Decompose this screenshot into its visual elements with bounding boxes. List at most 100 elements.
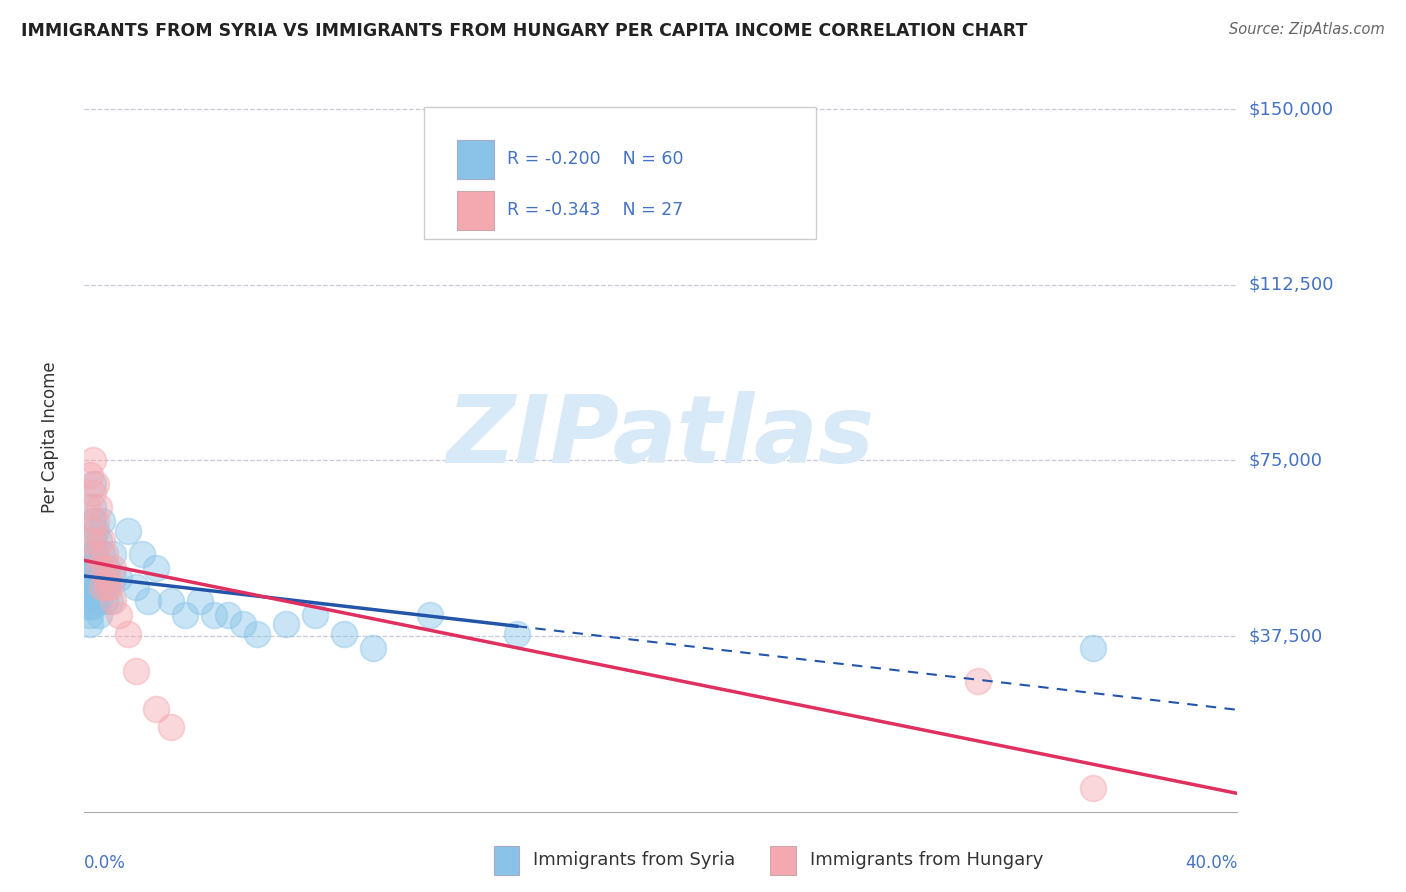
Point <box>117 524 139 538</box>
Point <box>117 626 139 640</box>
Point <box>136 594 159 608</box>
Text: $75,000: $75,000 <box>1249 451 1323 469</box>
Point <box>84 514 107 528</box>
Text: 40.0%: 40.0% <box>1185 854 1237 871</box>
Point <box>76 599 98 613</box>
Point <box>96 561 118 575</box>
Point <box>160 721 183 735</box>
Text: $150,000: $150,000 <box>1249 100 1334 119</box>
Text: ZIPatlas: ZIPatlas <box>447 391 875 483</box>
Point <box>79 571 101 585</box>
Point <box>304 608 326 623</box>
Point <box>79 467 101 482</box>
Point <box>76 571 98 585</box>
Point <box>125 664 148 679</box>
Point <box>967 673 990 688</box>
Point <box>84 524 107 538</box>
Text: $112,500: $112,500 <box>1249 276 1334 293</box>
Point <box>87 533 110 547</box>
Point <box>82 599 104 613</box>
Point <box>145 701 167 715</box>
Text: 0.0%: 0.0% <box>84 854 127 871</box>
Point <box>87 608 110 623</box>
Point <box>108 608 131 623</box>
Point <box>98 580 121 594</box>
Point <box>82 486 104 500</box>
Point <box>79 547 101 561</box>
Point <box>79 608 101 623</box>
Point <box>361 640 384 655</box>
Point <box>145 561 167 575</box>
Point <box>82 524 104 538</box>
Point <box>82 571 104 585</box>
Text: $37,500: $37,500 <box>1249 627 1323 645</box>
Point <box>333 626 356 640</box>
Point <box>79 584 101 599</box>
Point <box>160 594 183 608</box>
Point <box>93 594 115 608</box>
Point <box>82 547 104 561</box>
Point <box>103 594 124 608</box>
Point <box>76 561 98 575</box>
Point <box>82 500 104 515</box>
Text: R = -0.200    N = 60: R = -0.200 N = 60 <box>508 150 683 168</box>
Point <box>1083 640 1105 655</box>
Point <box>232 617 254 632</box>
Point <box>79 533 101 547</box>
Point <box>76 580 98 594</box>
Point <box>82 533 104 547</box>
Point <box>84 580 107 594</box>
Point <box>96 571 118 585</box>
Point <box>93 547 115 561</box>
Text: Immigrants from Hungary: Immigrants from Hungary <box>810 852 1043 870</box>
Point <box>84 561 107 575</box>
Point <box>84 547 107 561</box>
Point <box>84 594 107 608</box>
Point <box>103 571 124 585</box>
Text: R = -0.343    N = 27: R = -0.343 N = 27 <box>508 201 683 219</box>
Point <box>90 514 112 528</box>
Point <box>103 547 124 561</box>
Point <box>108 571 131 585</box>
Text: Per Capita Income: Per Capita Income <box>41 361 59 513</box>
Text: Immigrants from Syria: Immigrants from Syria <box>533 852 735 870</box>
Point <box>1083 781 1105 796</box>
Point <box>84 476 107 491</box>
FancyBboxPatch shape <box>494 847 519 875</box>
Point <box>79 599 101 613</box>
Point <box>82 476 104 491</box>
Point <box>96 580 118 594</box>
FancyBboxPatch shape <box>770 847 796 875</box>
Point <box>174 608 197 623</box>
Point <box>93 571 115 585</box>
Point <box>87 561 110 575</box>
Point <box>96 580 118 594</box>
Text: IMMIGRANTS FROM SYRIA VS IMMIGRANTS FROM HUNGARY PER CAPITA INCOME CORRELATION C: IMMIGRANTS FROM SYRIA VS IMMIGRANTS FROM… <box>21 22 1028 40</box>
Point <box>82 453 104 467</box>
Point <box>90 580 112 594</box>
Point <box>218 608 240 623</box>
Point <box>79 617 101 632</box>
Point <box>82 580 104 594</box>
FancyBboxPatch shape <box>425 107 817 238</box>
Point <box>76 500 98 515</box>
Point <box>90 580 112 594</box>
Point <box>76 590 98 604</box>
Point <box>419 608 441 623</box>
Point <box>87 594 110 608</box>
Point <box>84 547 107 561</box>
Point <box>87 571 110 585</box>
Point <box>98 594 121 608</box>
Point <box>202 608 225 623</box>
Point <box>131 547 153 561</box>
Point <box>276 617 298 632</box>
Point <box>506 626 529 640</box>
Point <box>93 561 115 575</box>
Text: Source: ZipAtlas.com: Source: ZipAtlas.com <box>1229 22 1385 37</box>
Point <box>188 594 211 608</box>
Point <box>79 561 101 575</box>
Point <box>246 626 269 640</box>
Point <box>90 547 112 561</box>
Point <box>82 514 104 528</box>
Point <box>125 580 148 594</box>
